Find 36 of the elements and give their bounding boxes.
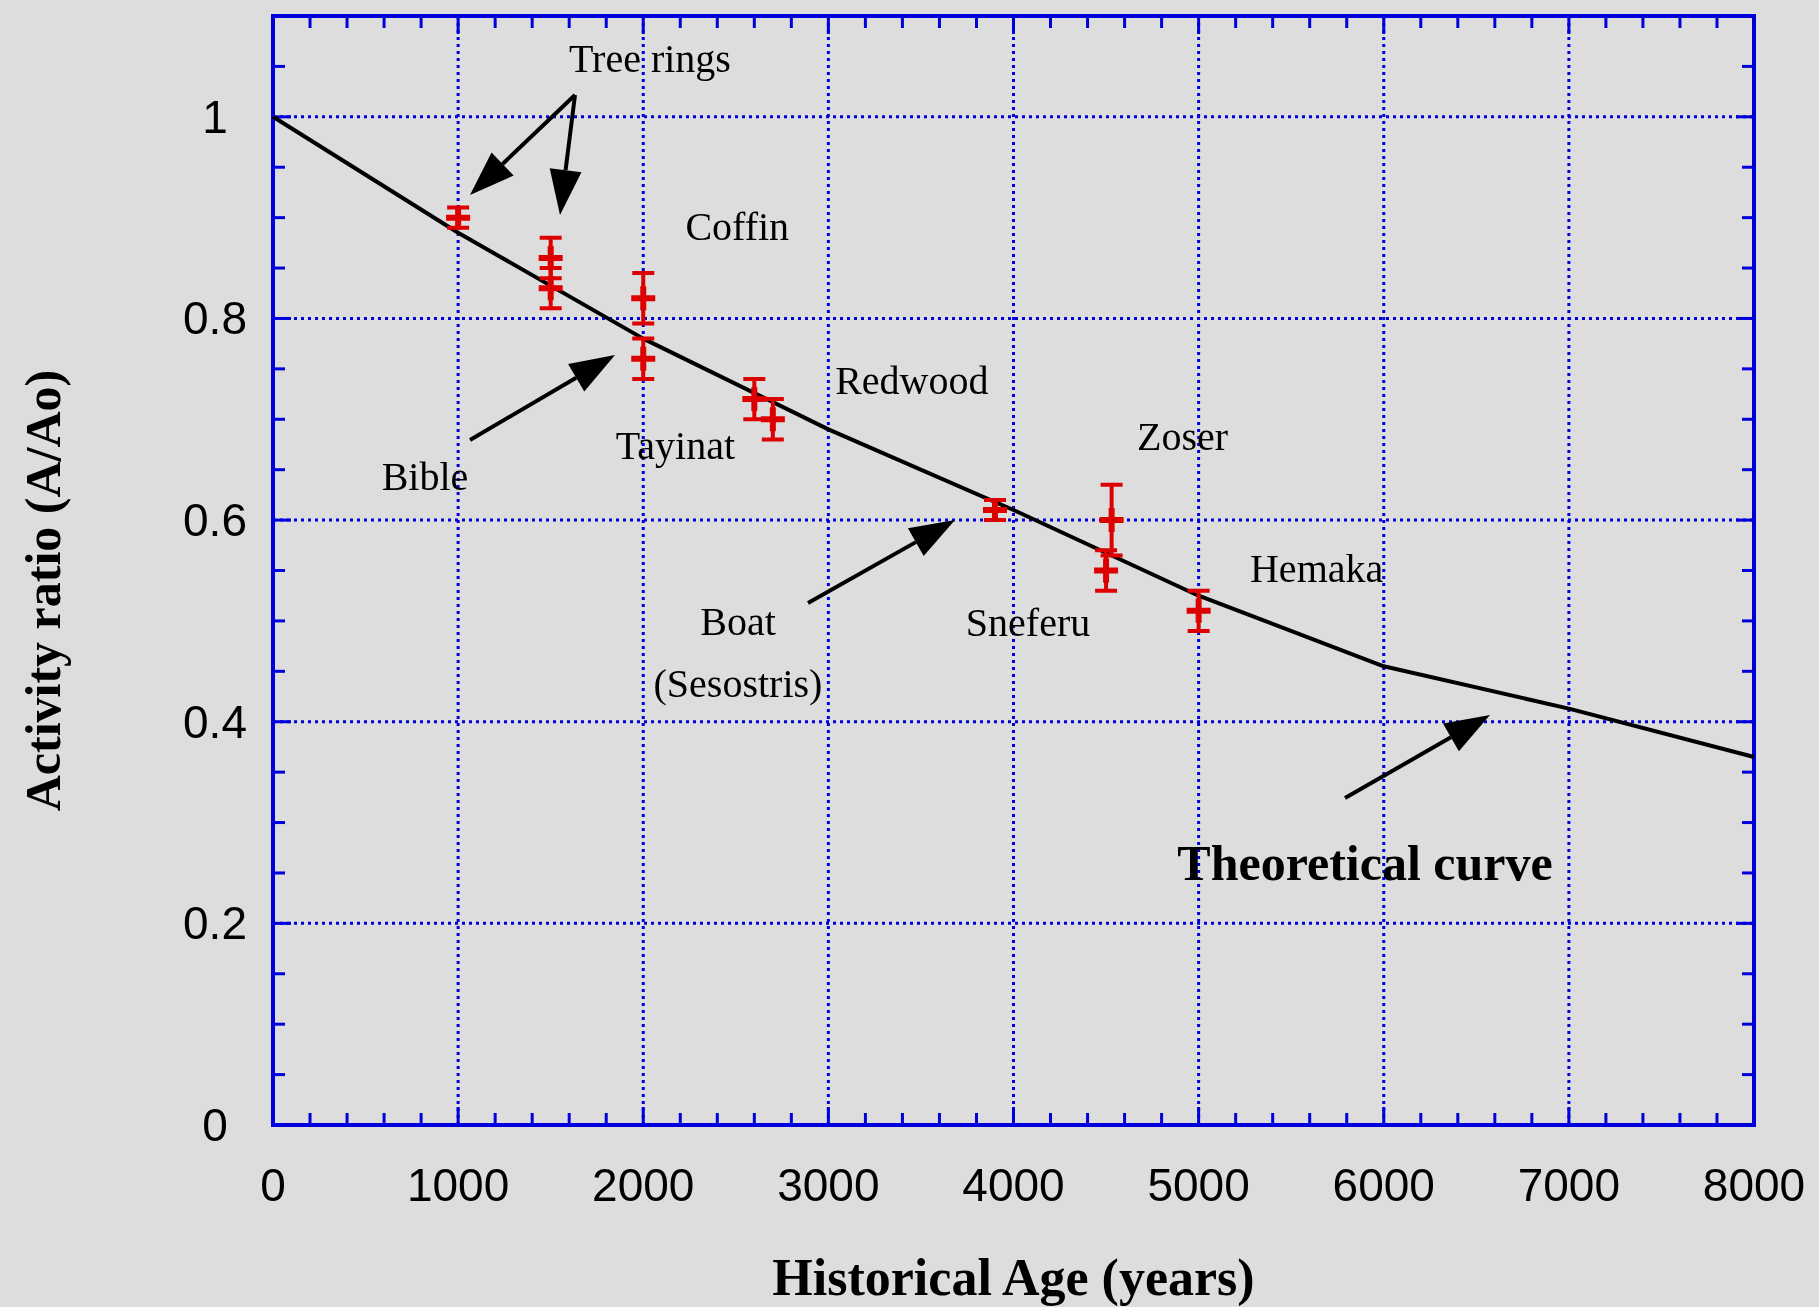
- point: [1094, 558, 1119, 583]
- annotation: Bible: [381, 454, 469, 499]
- y-tick-label: 0: [202, 1099, 228, 1151]
- point: [742, 387, 767, 412]
- point: [1099, 508, 1124, 533]
- point: [760, 407, 785, 432]
- x-tick-label: 3000: [777, 1159, 880, 1211]
- x-tick-label: 2000: [592, 1159, 695, 1211]
- annotation: Sneferu: [965, 599, 1091, 645]
- y-tick-label: 0.2: [183, 897, 247, 950]
- annotation: Coffin: [685, 204, 790, 250]
- annotation: Redwood: [835, 358, 989, 404]
- x-tick-label: 8000: [1702, 1159, 1806, 1211]
- x-tick-label: 7000: [1517, 1159, 1621, 1211]
- annotation: Tree rings: [569, 36, 731, 81]
- line-series: [271, 114, 1756, 760]
- point: [538, 276, 563, 301]
- y-axis-title: Activity ratio (A/Ao): [15, 369, 71, 812]
- annotation: Boat (Sesostris): [653, 599, 823, 706]
- y-tick-label: 0.4: [183, 695, 247, 748]
- x-tick-label: 1000: [406, 1159, 510, 1211]
- x-tick-label: 4000: [962, 1159, 1065, 1211]
- point: [1186, 598, 1211, 623]
- annotation: Zoser: [1137, 414, 1229, 460]
- annotation: Hemaka: [1249, 545, 1384, 591]
- point: [631, 346, 656, 371]
- y-tick-label: 1: [202, 90, 228, 143]
- annotation: Tayinat: [615, 423, 736, 469]
- x-tick-label: 5000: [1147, 1159, 1250, 1211]
- point: [631, 286, 656, 311]
- x-tick-label: 6000: [1332, 1159, 1435, 1211]
- x-tick-label: 0: [260, 1159, 286, 1211]
- annotation: Theoretical curve: [1177, 835, 1553, 891]
- y-tick-label: 0.8: [183, 292, 247, 345]
- x-axis-title: Historical Age (years): [772, 1249, 1255, 1307]
- y-tick-label: 0.6: [183, 494, 247, 547]
